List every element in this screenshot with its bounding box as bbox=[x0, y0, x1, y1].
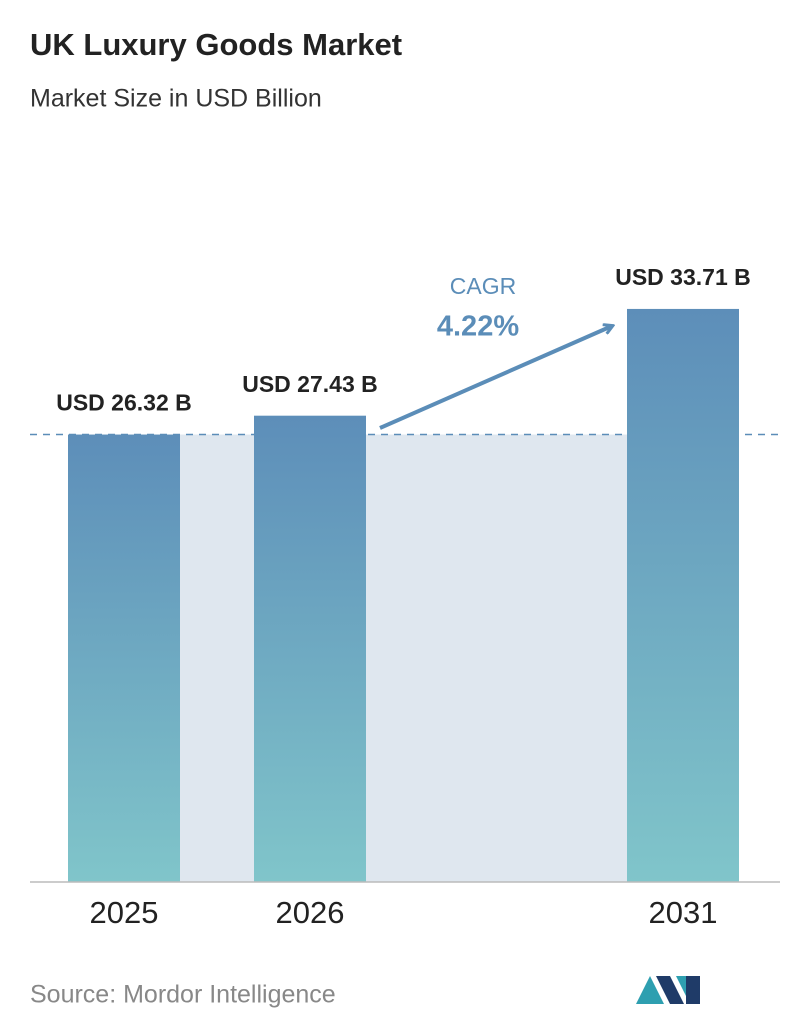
bar bbox=[627, 308, 739, 882]
chart-title: UK Luxury Goods Market bbox=[30, 27, 402, 62]
x-tick-label: 2031 bbox=[649, 895, 718, 930]
chart-subtitle: Market Size in USD Billion bbox=[30, 85, 322, 113]
x-tick-label: 2025 bbox=[90, 895, 159, 930]
value-label: USD 26.32 B bbox=[56, 390, 192, 416]
logo bbox=[636, 976, 700, 1004]
x-tick-label: 2026 bbox=[276, 895, 345, 930]
value-label: USD 33.71 B bbox=[615, 264, 751, 290]
value-label: USD 27.43 B bbox=[242, 371, 378, 397]
bar bbox=[68, 434, 180, 882]
cagr-value: 4.22% bbox=[437, 311, 519, 343]
bar bbox=[254, 415, 366, 882]
source: Source: Mordor Intelligence bbox=[30, 981, 336, 1009]
cagr-arrow bbox=[379, 326, 612, 430]
cagr-label: CAGR bbox=[450, 273, 516, 299]
